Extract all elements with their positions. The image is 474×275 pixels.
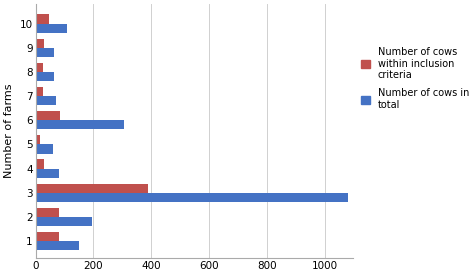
Bar [36,72,55,81]
Bar [36,23,67,33]
Bar [36,169,59,178]
Bar [36,63,43,72]
Bar [36,208,59,217]
Bar [36,120,124,130]
Bar [36,87,43,96]
Bar [36,184,148,193]
Bar [36,193,347,202]
Bar [36,48,55,57]
Bar [36,232,59,241]
Bar [36,39,44,48]
Bar [36,111,60,120]
Bar [36,217,92,226]
Legend: Number of cows
within inclusion
criteria, Number of cows in
total: Number of cows within inclusion criteria… [362,47,469,110]
Bar [36,160,44,169]
Bar [36,144,53,154]
Bar [36,96,56,105]
Bar [36,241,79,250]
Y-axis label: Number of farms: Number of farms [4,84,14,178]
Bar [36,135,40,144]
Bar [36,14,49,23]
